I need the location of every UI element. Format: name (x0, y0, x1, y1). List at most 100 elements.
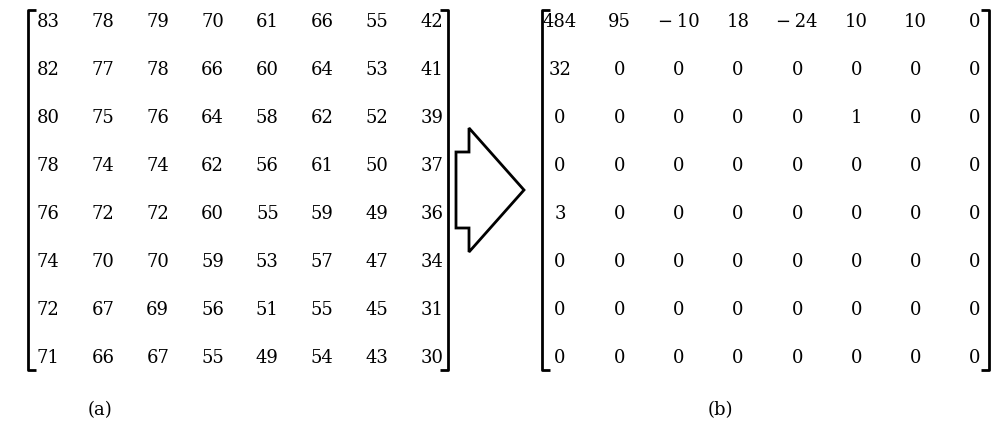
Text: 54: 54 (311, 349, 334, 367)
Text: 72: 72 (37, 301, 59, 319)
Text: 0: 0 (791, 253, 803, 271)
Text: 0: 0 (969, 61, 981, 79)
Text: 43: 43 (366, 349, 389, 367)
Text: 0: 0 (910, 301, 921, 319)
Text: 70: 70 (201, 13, 224, 31)
Text: 76: 76 (37, 205, 59, 223)
Text: 0: 0 (673, 253, 684, 271)
Text: 0: 0 (851, 205, 862, 223)
Text: 67: 67 (146, 349, 169, 367)
Text: 0: 0 (969, 253, 981, 271)
Text: 55: 55 (311, 301, 334, 319)
Text: − 24: − 24 (776, 13, 818, 31)
Polygon shape (456, 128, 524, 252)
Text: (a): (a) (88, 401, 112, 419)
Text: 66: 66 (91, 349, 114, 367)
Text: 484: 484 (543, 13, 577, 31)
Text: 0: 0 (614, 109, 625, 127)
Text: 0: 0 (851, 301, 862, 319)
Text: 0: 0 (851, 61, 862, 79)
Text: 75: 75 (91, 109, 114, 127)
Text: 67: 67 (91, 301, 114, 319)
Text: 36: 36 (420, 205, 444, 223)
Text: 0: 0 (614, 253, 625, 271)
Text: 0: 0 (969, 349, 981, 367)
Text: 61: 61 (256, 13, 279, 31)
Text: 0: 0 (910, 61, 921, 79)
Text: 72: 72 (146, 205, 169, 223)
Text: 0: 0 (969, 157, 981, 175)
Text: 31: 31 (420, 301, 444, 319)
Text: 52: 52 (366, 109, 389, 127)
Text: 0: 0 (791, 301, 803, 319)
Text: 39: 39 (420, 109, 444, 127)
Text: 0: 0 (732, 61, 744, 79)
Text: 62: 62 (311, 109, 334, 127)
Text: 56: 56 (256, 157, 279, 175)
Text: 0: 0 (969, 205, 981, 223)
Text: 66: 66 (311, 13, 334, 31)
Text: 64: 64 (311, 61, 334, 79)
Text: 0: 0 (910, 205, 921, 223)
Text: 0: 0 (732, 301, 744, 319)
Text: 0: 0 (851, 349, 862, 367)
Text: (b): (b) (707, 401, 733, 419)
Text: 95: 95 (608, 13, 631, 31)
Text: 51: 51 (256, 301, 279, 319)
Text: 0: 0 (554, 109, 566, 127)
Text: 0: 0 (791, 349, 803, 367)
Text: 64: 64 (201, 109, 224, 127)
Text: 60: 60 (201, 205, 224, 223)
Text: 83: 83 (36, 13, 60, 31)
Text: 0: 0 (554, 253, 566, 271)
Text: 0: 0 (614, 349, 625, 367)
Text: 37: 37 (421, 157, 443, 175)
Text: 76: 76 (146, 109, 169, 127)
Text: 0: 0 (673, 205, 684, 223)
Text: 58: 58 (256, 109, 279, 127)
Text: 0: 0 (910, 157, 921, 175)
Text: 78: 78 (146, 61, 169, 79)
Text: 0: 0 (851, 253, 862, 271)
Text: 82: 82 (37, 61, 59, 79)
Text: 56: 56 (201, 301, 224, 319)
Text: 66: 66 (201, 61, 224, 79)
Text: 72: 72 (91, 205, 114, 223)
Text: 0: 0 (851, 157, 862, 175)
Text: 59: 59 (201, 253, 224, 271)
Text: 0: 0 (673, 109, 684, 127)
Text: 0: 0 (791, 157, 803, 175)
Text: 55: 55 (366, 13, 389, 31)
Text: 0: 0 (673, 301, 684, 319)
Text: 70: 70 (91, 253, 114, 271)
Text: 62: 62 (201, 157, 224, 175)
Text: 74: 74 (37, 253, 59, 271)
Text: 69: 69 (146, 301, 169, 319)
Text: 18: 18 (726, 13, 749, 31)
Text: 0: 0 (791, 205, 803, 223)
Text: 0: 0 (673, 349, 684, 367)
Text: 0: 0 (732, 157, 744, 175)
Text: 0: 0 (910, 253, 921, 271)
Text: 78: 78 (37, 157, 59, 175)
Text: 32: 32 (549, 61, 571, 79)
Text: 0: 0 (673, 61, 684, 79)
Text: 70: 70 (146, 253, 169, 271)
Text: 0: 0 (910, 109, 921, 127)
Text: 78: 78 (91, 13, 114, 31)
Text: 0: 0 (791, 109, 803, 127)
Text: 0: 0 (554, 157, 566, 175)
Text: 74: 74 (146, 157, 169, 175)
Text: 0: 0 (791, 61, 803, 79)
Text: 34: 34 (421, 253, 443, 271)
Text: 0: 0 (554, 349, 566, 367)
Text: 30: 30 (420, 349, 444, 367)
Text: 49: 49 (366, 205, 389, 223)
Text: 0: 0 (614, 301, 625, 319)
Text: 77: 77 (91, 61, 114, 79)
Text: 3: 3 (554, 205, 566, 223)
Text: 0: 0 (732, 253, 744, 271)
Text: 0: 0 (969, 109, 981, 127)
Text: 74: 74 (91, 157, 114, 175)
Text: 57: 57 (311, 253, 334, 271)
